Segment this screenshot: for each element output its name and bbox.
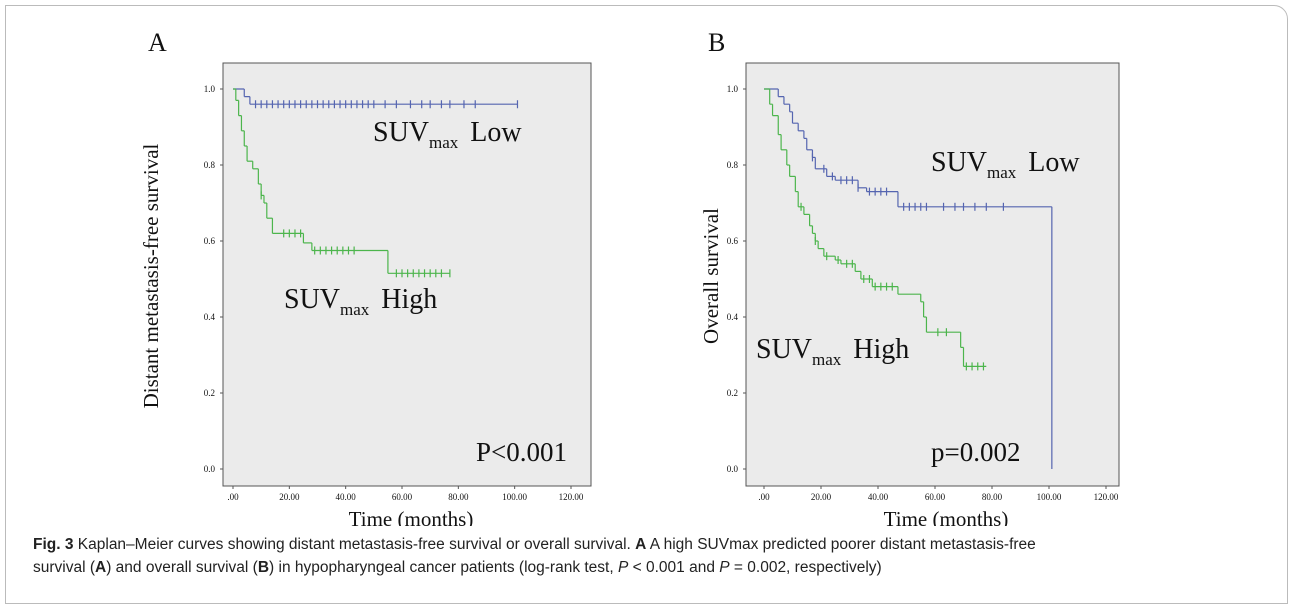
x-tick-label: 20.00 — [811, 492, 832, 502]
x-tick-label: .00 — [227, 492, 239, 502]
figure: A Distant metastasis-free survival Time (m… — [5, 5, 1288, 604]
caption-line: survival (A) and overall survival (B) in… — [33, 556, 1036, 579]
annotation-sub: max — [429, 133, 459, 152]
x-tick-label: 60.00 — [392, 492, 413, 502]
y-tick-label: 0.0 — [727, 464, 739, 474]
p-value: p=0.002 — [931, 437, 1020, 467]
y-tick-label: 0.2 — [204, 388, 215, 398]
annotation-rest: High — [853, 334, 909, 365]
x-tick-label: 100.00 — [502, 492, 527, 502]
caption-text: Kaplan–Meier curves showing distant meta… — [73, 536, 636, 553]
annotation: SUVmax Low — [373, 117, 522, 152]
annotation-rest: High — [381, 284, 437, 315]
annotation: SUVmax High — [284, 284, 437, 319]
y-axis-title: Distant metastasis-free survival — [139, 143, 163, 408]
charts: A Distant metastasis-free survival Time (m… — [139, 28, 1120, 526]
caption-text: = 0.002, respectively) — [729, 559, 882, 576]
y-tick-label: 0.2 — [727, 388, 738, 398]
caption-text: P — [719, 559, 730, 576]
y-tick-label: 0.4 — [204, 312, 216, 322]
caption-text: P — [617, 559, 629, 576]
p-value: P<0.001 — [476, 437, 567, 467]
panel-label: A — [148, 28, 167, 57]
x-tick-label: 120.00 — [1094, 492, 1119, 502]
y-tick-label: 1.0 — [204, 84, 216, 94]
y-tick-label: 0.8 — [204, 160, 216, 170]
x-tick-label: 80.00 — [982, 492, 1003, 502]
caption-text: Fig. 3 — [33, 536, 74, 553]
annotation-sub: max — [812, 350, 842, 369]
caption-text: A — [95, 559, 107, 576]
annotation-text: SUV — [284, 284, 340, 315]
x-tick-label: 120.00 — [559, 492, 584, 502]
y-tick-label: 0.4 — [727, 312, 739, 322]
caption-line: Fig. 3 Kaplan–Meier curves showing dista… — [33, 533, 1036, 556]
x-tick-label: 100.00 — [1037, 492, 1062, 502]
plot-area — [222, 62, 592, 487]
y-tick-label: 0.8 — [727, 160, 739, 170]
x-axis-title: Time (months) — [349, 507, 474, 526]
annotation-text: SUV — [931, 147, 987, 178]
x-tick-label: .00 — [758, 492, 770, 502]
x-tick-label: 20.00 — [279, 492, 300, 502]
annotation: SUVmax Low — [931, 147, 1080, 182]
annotation-text: SUV — [373, 117, 429, 148]
y-tick-label: 0.6 — [204, 236, 216, 246]
annotation-sub: max — [987, 163, 1017, 182]
x-axis-title: Time (months) — [884, 507, 1009, 526]
caption-text: survival ( — [33, 559, 96, 576]
annotation: SUVmax High — [756, 334, 909, 369]
caption-text: B — [257, 559, 270, 576]
caption-text: A high SUVmax predicted poorer distant m… — [646, 536, 1036, 553]
y-axis-title: Overall survival — [699, 208, 723, 344]
caption-text: A — [635, 536, 647, 553]
caption-text: ) in hypopharyngeal cancer patients (log… — [269, 559, 618, 576]
annotation-text: SUV — [756, 334, 812, 365]
x-tick-label: 40.00 — [868, 492, 889, 502]
caption: Fig. 3 Kaplan–Meier curves showing dista… — [33, 533, 1036, 579]
caption-text: ) and overall survival ( — [106, 559, 258, 576]
annotation-rest: Low — [470, 117, 522, 148]
caption-text: < 0.001 and — [628, 559, 720, 576]
x-tick-label: 80.00 — [448, 492, 469, 502]
annotation-sub: max — [340, 300, 370, 319]
y-tick-label: 0.0 — [204, 464, 216, 474]
y-tick-label: 1.0 — [727, 84, 739, 94]
y-tick-label: 0.6 — [727, 236, 739, 246]
x-tick-label: 60.00 — [925, 492, 946, 502]
x-tick-label: 40.00 — [336, 492, 357, 502]
panel-label: B — [708, 28, 725, 57]
plot-area — [745, 62, 1120, 487]
annotation-rest: Low — [1028, 147, 1080, 178]
